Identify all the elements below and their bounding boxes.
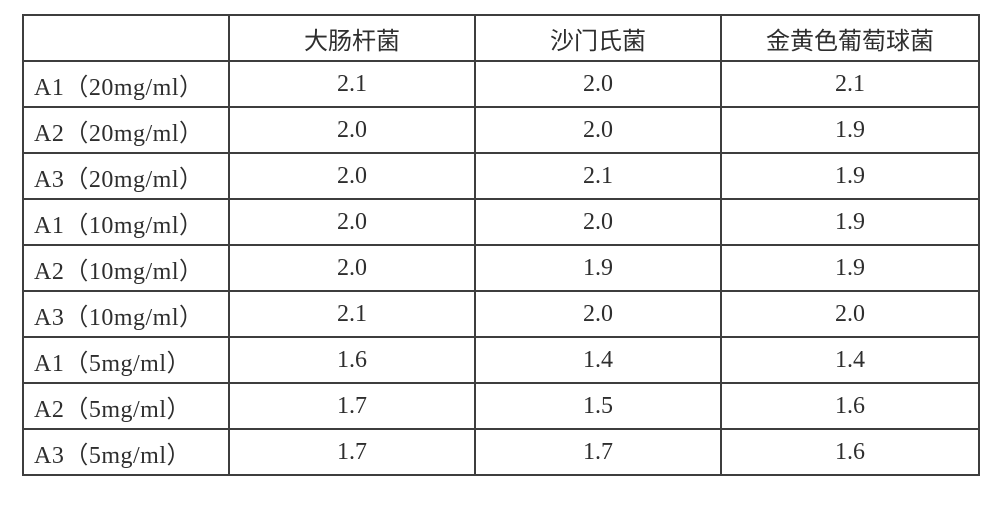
data-cell: 2.1: [721, 61, 979, 107]
data-cell: 2.0: [475, 61, 721, 107]
header-cell-col3: 金黄色葡萄球菌: [721, 15, 979, 61]
data-cell: 2.0: [229, 199, 475, 245]
data-cell: 2.0: [475, 107, 721, 153]
data-cell: 1.7: [229, 429, 475, 475]
row-label: A1（20mg/ml）: [23, 61, 229, 107]
row-label: A3（5mg/ml）: [23, 429, 229, 475]
data-cell: 1.4: [721, 337, 979, 383]
row-label: A2（5mg/ml）: [23, 383, 229, 429]
table-row: A3（5mg/ml） 1.7 1.7 1.6: [23, 429, 979, 475]
data-table: 大肠杆菌 沙门氏菌 金黄色葡萄球菌 A1（20mg/ml） 2.1 2.0 2.…: [22, 14, 980, 476]
header-cell-col2: 沙门氏菌: [475, 15, 721, 61]
table-body: A1（20mg/ml） 2.1 2.0 2.1 A2（20mg/ml） 2.0 …: [23, 61, 979, 475]
data-cell: 2.0: [229, 107, 475, 153]
data-cell: 2.1: [475, 153, 721, 199]
data-cell: 1.6: [721, 429, 979, 475]
row-label: A3（10mg/ml）: [23, 291, 229, 337]
table-row: A2（10mg/ml） 2.0 1.9 1.9: [23, 245, 979, 291]
data-cell: 2.1: [229, 61, 475, 107]
row-label: A1（10mg/ml）: [23, 199, 229, 245]
data-cell: 1.7: [229, 383, 475, 429]
table-row: A1（5mg/ml） 1.6 1.4 1.4: [23, 337, 979, 383]
data-cell: 1.9: [721, 199, 979, 245]
data-cell: 1.6: [721, 383, 979, 429]
data-cell: 1.9: [721, 245, 979, 291]
data-cell: 1.6: [229, 337, 475, 383]
row-label: A2（10mg/ml）: [23, 245, 229, 291]
row-label: A1（5mg/ml）: [23, 337, 229, 383]
table-row: A1（10mg/ml） 2.0 2.0 1.9: [23, 199, 979, 245]
data-cell: 1.9: [475, 245, 721, 291]
data-cell: 1.9: [721, 153, 979, 199]
table-row: A1（20mg/ml） 2.1 2.0 2.1: [23, 61, 979, 107]
data-cell: 2.0: [475, 291, 721, 337]
data-cell: 2.0: [721, 291, 979, 337]
data-cell: 2.0: [229, 245, 475, 291]
data-cell: 1.5: [475, 383, 721, 429]
data-cell: 1.9: [721, 107, 979, 153]
row-label: A2（20mg/ml）: [23, 107, 229, 153]
data-cell: 2.1: [229, 291, 475, 337]
data-cell: 2.0: [475, 199, 721, 245]
table-row: A2（20mg/ml） 2.0 2.0 1.9: [23, 107, 979, 153]
header-cell-col1: 大肠杆菌: [229, 15, 475, 61]
data-cell: 1.7: [475, 429, 721, 475]
table-row: A3（10mg/ml） 2.1 2.0 2.0: [23, 291, 979, 337]
header-cell-blank: [23, 15, 229, 61]
table-container: 大肠杆菌 沙门氏菌 金黄色葡萄球菌 A1（20mg/ml） 2.1 2.0 2.…: [0, 0, 1000, 490]
data-cell: 1.4: [475, 337, 721, 383]
table-header-row: 大肠杆菌 沙门氏菌 金黄色葡萄球菌: [23, 15, 979, 61]
row-label: A3（20mg/ml）: [23, 153, 229, 199]
table-row: A2（5mg/ml） 1.7 1.5 1.6: [23, 383, 979, 429]
data-cell: 2.0: [229, 153, 475, 199]
table-row: A3（20mg/ml） 2.0 2.1 1.9: [23, 153, 979, 199]
